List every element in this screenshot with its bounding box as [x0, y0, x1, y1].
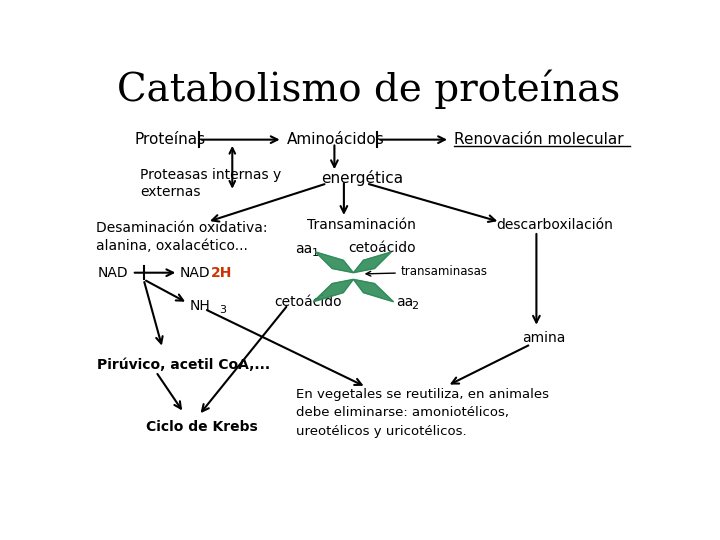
Text: Proteasas internas y: Proteasas internas y: [140, 168, 282, 182]
Text: NAD: NAD: [180, 266, 210, 280]
Text: NH: NH: [189, 299, 210, 313]
Text: descarboxilación: descarboxilación: [496, 218, 613, 232]
Text: alanina, oxalacético...: alanina, oxalacético...: [96, 239, 248, 253]
Text: 1: 1: [312, 248, 318, 258]
Text: Transaminación: Transaminación: [307, 218, 415, 232]
Text: 3: 3: [220, 305, 227, 315]
Polygon shape: [354, 279, 394, 302]
Text: Desaminación oxidativa:: Desaminación oxidativa:: [96, 221, 267, 235]
Text: aa: aa: [295, 242, 312, 256]
Text: NAD: NAD: [97, 266, 128, 280]
Text: Pirúvico, acetil CoA,...: Pirúvico, acetil CoA,...: [96, 358, 270, 372]
Text: Proteínas: Proteínas: [135, 132, 206, 147]
Polygon shape: [313, 279, 354, 302]
Text: externas: externas: [140, 185, 201, 199]
Text: Ciclo de Krebs: Ciclo de Krebs: [145, 420, 258, 434]
Text: 2H: 2H: [211, 266, 233, 280]
Text: ureotélicos y uricotélicos.: ureotélicos y uricotélicos.: [297, 425, 467, 438]
Polygon shape: [354, 252, 392, 273]
Text: cetoácido: cetoácido: [348, 241, 416, 255]
Text: amina: amina: [523, 331, 566, 345]
Polygon shape: [315, 252, 354, 273]
Text: En vegetales se reutiliza, en animales: En vegetales se reutiliza, en animales: [297, 388, 549, 401]
Text: aa: aa: [396, 295, 413, 309]
Text: Aminoácidos: Aminoácidos: [287, 132, 384, 147]
Text: transaminasas: transaminasas: [366, 265, 488, 278]
Text: energética: energética: [322, 170, 404, 186]
Text: Catabolismo de proteínas: Catabolismo de proteínas: [117, 70, 621, 110]
Text: cetoácido: cetoácido: [274, 295, 342, 309]
Text: debe eliminarse: amoniotélicos,: debe eliminarse: amoniotélicos,: [297, 406, 510, 420]
Text: Renovación molecular: Renovación molecular: [454, 132, 624, 147]
Text: 2: 2: [411, 301, 418, 311]
